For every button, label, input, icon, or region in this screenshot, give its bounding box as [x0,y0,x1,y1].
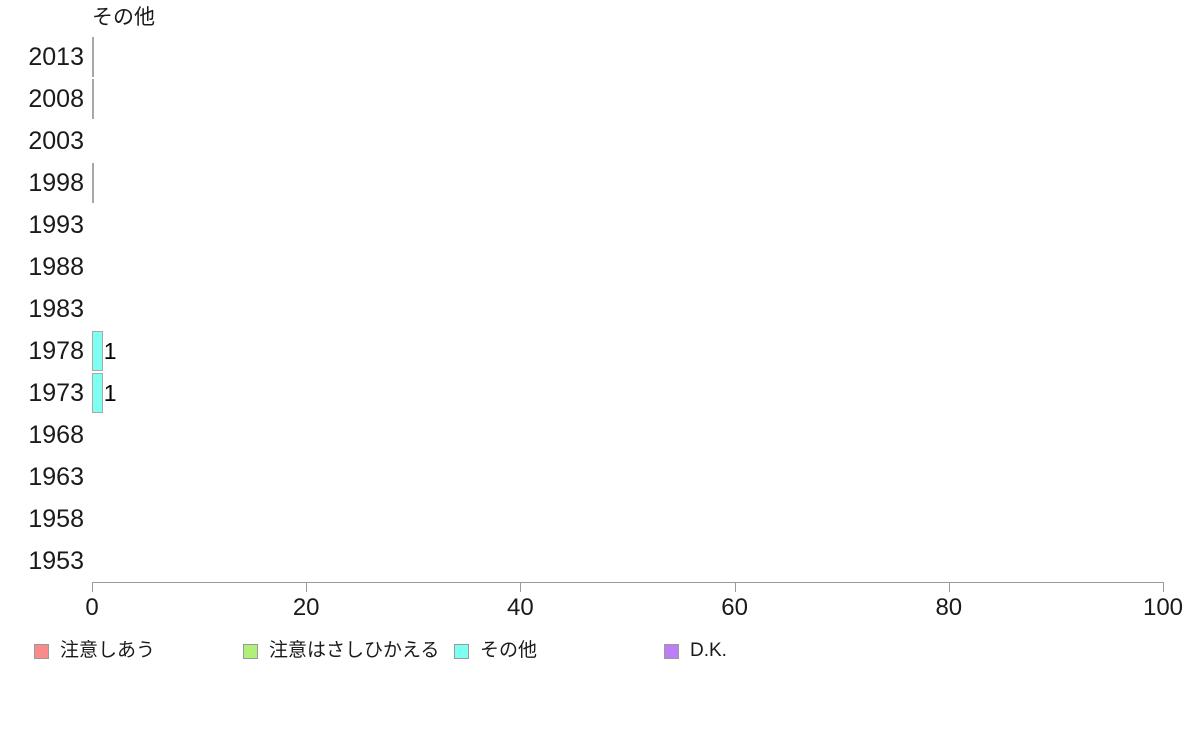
legend-item[interactable]: 注意しあう [34,636,155,666]
x-axis-tick-label: 100 [1142,594,1184,621]
legend-item[interactable]: 注意はさしひかえる [243,636,439,666]
legend-label: D.K. [690,640,727,661]
y-axis-tick-label: 1968 [28,421,84,449]
y-axis-tick-label: 1978 [28,337,84,365]
y-axis-tick-label: 1958 [28,505,84,533]
y-axis-tick-label: 1953 [28,547,84,575]
legend-label: 注意はさしひかえる [269,640,440,661]
bar-row [92,288,1163,330]
x-axis-tick-label: 40 [507,594,534,621]
bar-row [92,204,1163,246]
x-axis-line [92,582,1163,583]
bar-value-label: 1 [103,380,117,406]
bar-segment[interactable] [92,373,103,413]
legend-item[interactable]: その他 [454,636,537,666]
bar-segment[interactable] [92,331,103,371]
bar-row: 1 [92,372,1163,414]
y-axis-tick-label: 2013 [28,43,84,71]
x-axis-tick-label: 20 [292,594,320,621]
y-axis-tick-label: 1993 [28,211,84,239]
bar-value-label: 1 [103,338,117,364]
x-axis-tick-mark [1163,582,1164,592]
chart-title: その他 [92,6,155,29]
legend-color-swatch [664,643,679,659]
bar-row [92,246,1163,288]
y-axis-tick-label: 1983 [28,295,84,323]
x-axis-tick-mark [734,582,736,592]
x-axis-tick-mark [948,582,950,592]
y-axis-tick-label: 1988 [28,253,84,281]
bar-segment[interactable] [92,163,94,203]
bar-row [92,498,1163,540]
y-axis-tick-label: 2003 [28,127,84,155]
bar-segment[interactable] [92,79,94,119]
x-axis-tick-mark [92,582,93,592]
x-axis-tick-label: 0 [85,594,99,621]
x-axis-tick-label: 60 [721,594,748,621]
legend-color-swatch [243,643,258,659]
y-axis-tick-label: 2008 [28,85,84,113]
bar-row [92,162,1163,204]
x-axis-tick-mark [306,582,308,592]
bar-row: 1 [92,330,1163,372]
y-axis-tick-label: 1963 [28,463,84,491]
legend-label: その他 [480,640,538,661]
chart-legend: 注意しあう 注意はさしひかえる その他 D.K. [0,636,1188,668]
bar-row [92,456,1163,498]
legend-label: 注意しあう [60,640,156,661]
x-axis-tick-label: 80 [935,594,963,621]
bar-row [92,36,1163,78]
y-axis-category-labels: 2013 2008 2003 1998 1993 1988 1983 1978 1973 1968… [0,36,84,582]
bar-row [92,120,1163,162]
legend-color-swatch [34,643,49,659]
legend-color-swatch [454,643,469,659]
bar-segment[interactable] [92,37,94,77]
legend-item[interactable]: D.K. [664,636,727,666]
bar-row [92,414,1163,456]
y-axis-tick-label: 1998 [28,169,84,197]
bar-row [92,78,1163,120]
y-axis-tick-label: 1973 [28,379,84,407]
bar-row [92,540,1163,582]
x-axis-tick-mark [520,582,522,592]
